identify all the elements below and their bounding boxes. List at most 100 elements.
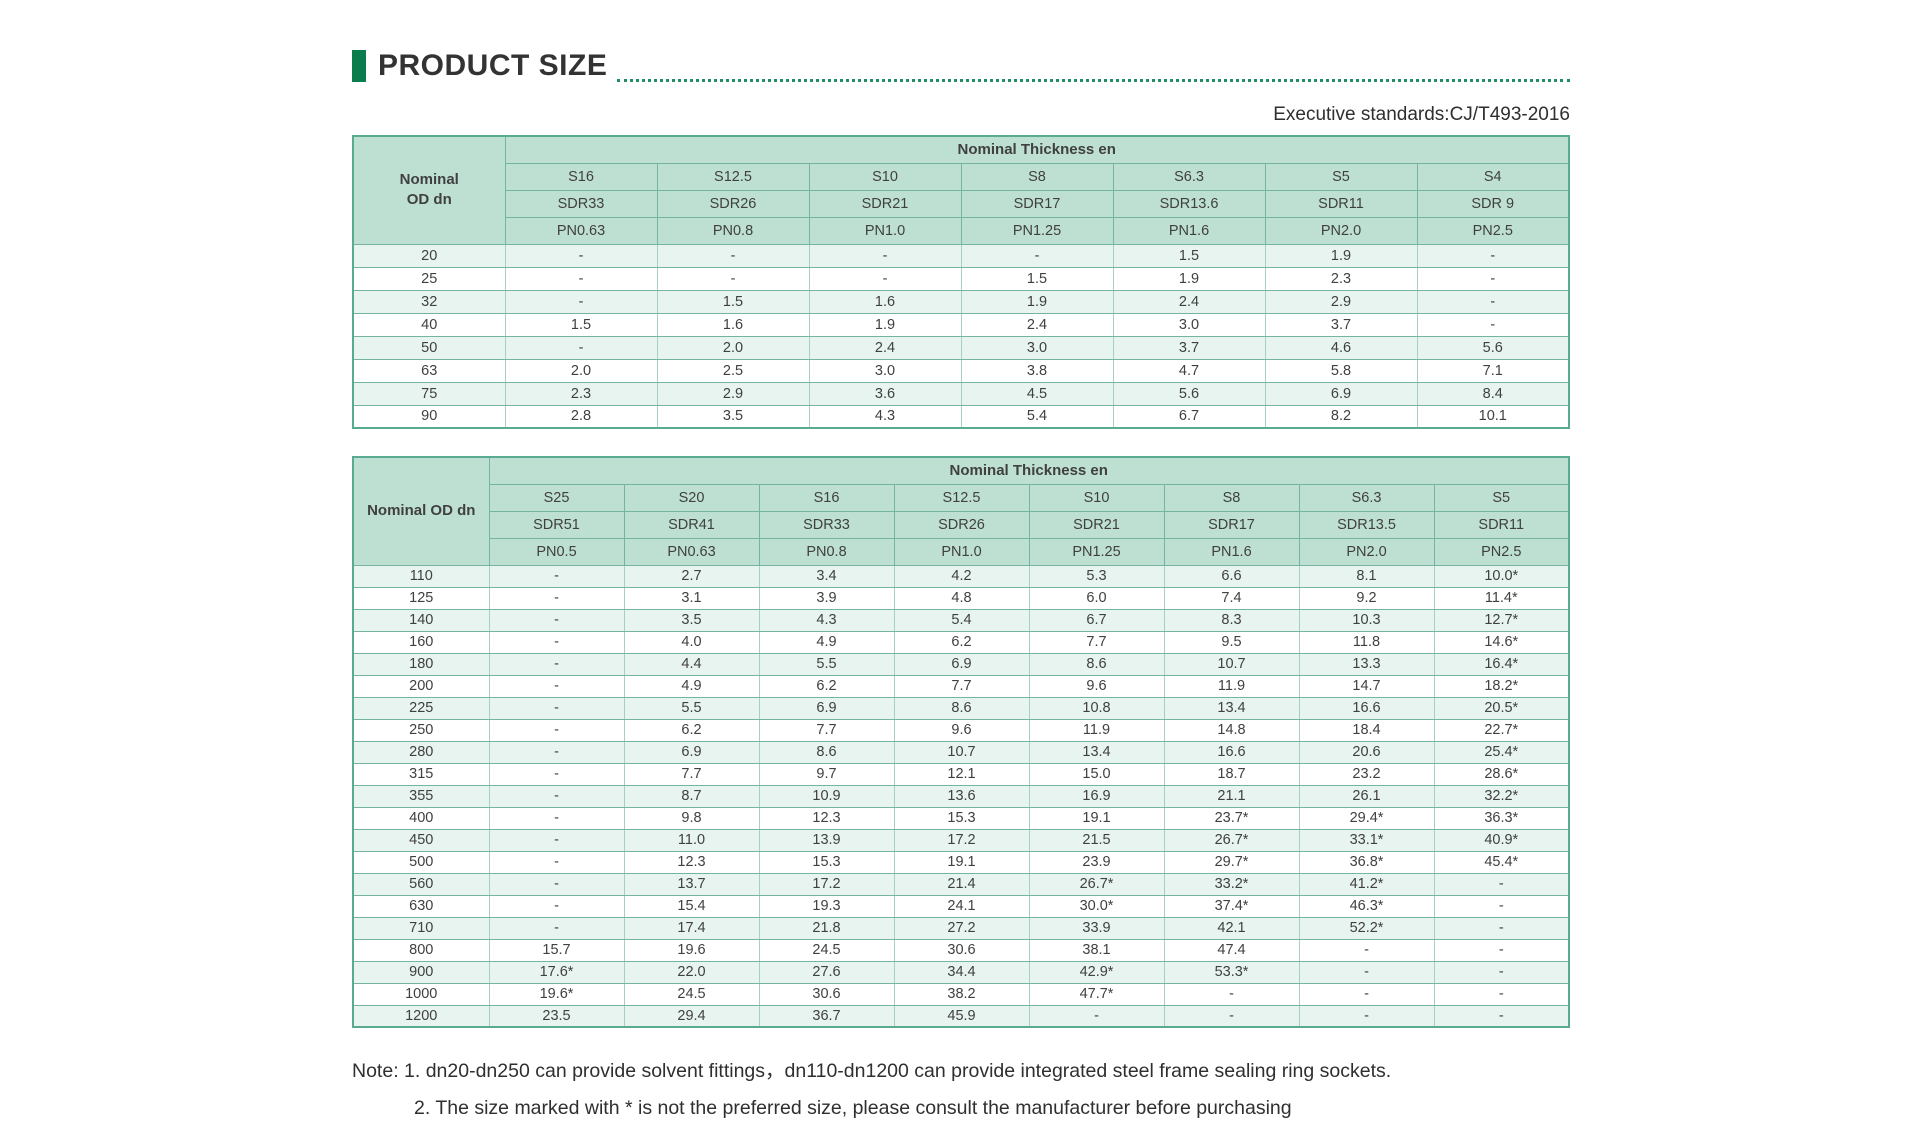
- thickness-value-cell: 28.6*: [1433, 762, 1570, 786]
- thickness-value-cell: -: [1416, 266, 1570, 291]
- thickness-value-cell: 12.3: [623, 850, 760, 874]
- thickness-value-cell: 45.9: [893, 1004, 1030, 1028]
- thickness-value-cell: 27.2: [893, 916, 1030, 940]
- pn-header-cell: PN1.25: [960, 216, 1114, 245]
- thickness-value-cell: 27.6: [758, 960, 895, 984]
- table-row: 1000 19.6* 24.5 30.6 38.2 47.7* - - -: [352, 982, 1570, 1006]
- table-row: 125-3.1 3.9 4.8 6.0 7.4 9.2 11.4*: [352, 586, 1570, 610]
- table2-group-row: Nominal OD dn Nominal Thickness en: [352, 456, 1570, 566]
- note-1: Note: 1. dn20-dn250 can provide solvent …: [352, 1060, 1392, 1082]
- thickness-value-cell: 8.1: [1298, 564, 1435, 588]
- thickness-value-cell: 3.8: [960, 358, 1114, 383]
- sdr-header-cell: SDR26: [893, 510, 1030, 539]
- pn-header-cell: PN0.63: [504, 216, 658, 245]
- thickness-value-cell: 7.7: [893, 674, 1030, 698]
- pn-header-cell: PN0.8: [758, 537, 895, 566]
- thickness-value-cell: 7.7: [623, 762, 760, 786]
- table-row: 32-1.5 1.6 1.9 2.4 2.9-: [352, 289, 1570, 314]
- dn-cell: 160: [352, 630, 490, 654]
- thickness-value-cell: 26.7*: [1163, 828, 1300, 852]
- thickness-value-cell: 14.7: [1298, 674, 1435, 698]
- thickness-value-cell: 36.7: [758, 1004, 895, 1028]
- dn-cell: 110: [352, 564, 490, 588]
- thickness-value-cell: 17.4: [623, 916, 760, 940]
- thickness-value-cell: 34.4: [893, 960, 1030, 984]
- thickness-value-cell: 6.0: [1028, 586, 1165, 610]
- thickness-value-cell: 36.8*: [1298, 850, 1435, 874]
- thickness-value-cell: 1.5: [960, 266, 1114, 291]
- thickness-value-cell: 29.7*: [1163, 850, 1300, 874]
- thickness-value-cell: 5.8: [1264, 358, 1418, 383]
- table-row: 280-6.9 8.6 10.7 13.4 16.6 20.6 25.4*: [352, 740, 1570, 764]
- thickness-value-cell: 32.2*: [1433, 784, 1570, 808]
- table-row: 800 15.7 19.6 24.5 30.6 38.1 47.4- -: [352, 938, 1570, 962]
- thickness-value-cell: 22.7*: [1433, 718, 1570, 742]
- thickness-value-cell: -: [488, 916, 625, 940]
- thickness-value-cell: 2.9: [1264, 289, 1418, 314]
- table1-pn-row: PN0.63 PN0.8 PN1.0 PN1.25 PN1.6 PN2.0 PN2.5: [353, 216, 1570, 245]
- table-row: 40 1.5 1.6 1.9 2.4 3.0 3.7-: [352, 312, 1570, 337]
- thickness-value-cell: 1.5: [1112, 243, 1266, 268]
- thickness-value-cell: 24.5: [623, 982, 760, 1006]
- thickness-value-cell: 3.7: [1112, 335, 1266, 360]
- thickness-value-cell: 1.9: [1264, 243, 1418, 268]
- thickness-value-cell: 9.6: [893, 718, 1030, 742]
- thickness-value-cell: 3.5: [656, 404, 810, 429]
- thickness-value-cell: 45.4*: [1433, 850, 1570, 874]
- corner-line-1: Nominal: [399, 171, 459, 188]
- table2-s-row: S25 S20 S16 S12.5 S10 S8 S6.3 S5: [353, 483, 1570, 512]
- thickness-value-cell: -: [488, 894, 625, 918]
- thickness-value-cell: 6.9: [1264, 381, 1418, 406]
- thickness-value-cell: -: [1028, 1004, 1165, 1028]
- thickness-value-cell: 15.3: [893, 806, 1030, 830]
- thickness-value-cell: 41.2*: [1298, 872, 1435, 896]
- thickness-value-cell: 10.9: [758, 784, 895, 808]
- series-header-cell: S16: [504, 162, 658, 191]
- pn-header-cell: PN1.0: [808, 216, 962, 245]
- sdr-header-cell: SDR33: [758, 510, 895, 539]
- dn-cell: 32: [352, 289, 506, 314]
- dn-cell: 50: [352, 335, 506, 360]
- thickness-value-cell: 19.1: [1028, 806, 1165, 830]
- thickness-value-cell: -: [1163, 1004, 1300, 1028]
- thickness-value-cell: 8.4: [1416, 381, 1570, 406]
- thickness-value-cell: 1.5: [504, 312, 658, 337]
- thickness-value-cell: 9.8: [623, 806, 760, 830]
- sdr-header-cell: SDR11: [1433, 510, 1570, 539]
- thickness-value-cell: 7.1: [1416, 358, 1570, 383]
- thickness-value-cell: -: [1433, 916, 1570, 940]
- thickness-value-cell: 2.8: [504, 404, 658, 429]
- thickness-value-cell: 9.6: [1028, 674, 1165, 698]
- thickness-value-cell: 4.2: [893, 564, 1030, 588]
- thickness-value-cell: -: [488, 696, 625, 720]
- thickness-value-cell: 22.0: [623, 960, 760, 984]
- thickness-value-cell: 19.6*: [488, 982, 625, 1006]
- thickness-value-cell: 21.5: [1028, 828, 1165, 852]
- sdr-header-cell: SDR26: [656, 189, 810, 218]
- table-row: 900 17.6* 22.0 27.6 34.4 42.9* 53.3* - -: [352, 960, 1570, 984]
- thickness-value-cell: -: [1298, 960, 1435, 984]
- section-header: PRODUCT SIZE: [352, 44, 1570, 88]
- thickness-value-cell: 5.5: [758, 652, 895, 676]
- thickness-value-cell: 47.4: [1163, 938, 1300, 962]
- thickness-value-cell: 11.9: [1163, 674, 1300, 698]
- thickness-value-cell: 6.7: [1112, 404, 1266, 429]
- thickness-value-cell: 3.7: [1264, 312, 1418, 337]
- thickness-value-cell: 15.4: [623, 894, 760, 918]
- thickness-value-cell: 25.4*: [1433, 740, 1570, 764]
- dn-cell: 630: [352, 894, 490, 918]
- table2-header: Nominal OD dn Nominal Thickness en S25 S2…: [352, 456, 1570, 566]
- thickness-value-cell: 29.4*: [1298, 806, 1435, 830]
- thickness-value-cell: 29.4: [623, 1004, 760, 1028]
- product-size-table-dn110-1200: Nominal OD dn Nominal Thickness en S25 S2…: [352, 456, 1570, 1028]
- dn-cell: 1000: [352, 982, 490, 1006]
- notes-block: Note: 1. dn20-dn250 can provide solvent …: [352, 1054, 1570, 1120]
- thickness-value-cell: 36.3*: [1433, 806, 1570, 830]
- series-header-cell: S4: [1416, 162, 1570, 191]
- sdr-header-cell: SDR13.6: [1112, 189, 1266, 218]
- dn-cell: 75: [352, 381, 506, 406]
- table1-header: Nominal OD dn Nominal Thickness en S16 S1…: [352, 135, 1570, 245]
- dn-cell: 20: [352, 243, 506, 268]
- thickness-value-cell: 5.4: [960, 404, 1114, 429]
- thickness-value-cell: 18.4: [1298, 718, 1435, 742]
